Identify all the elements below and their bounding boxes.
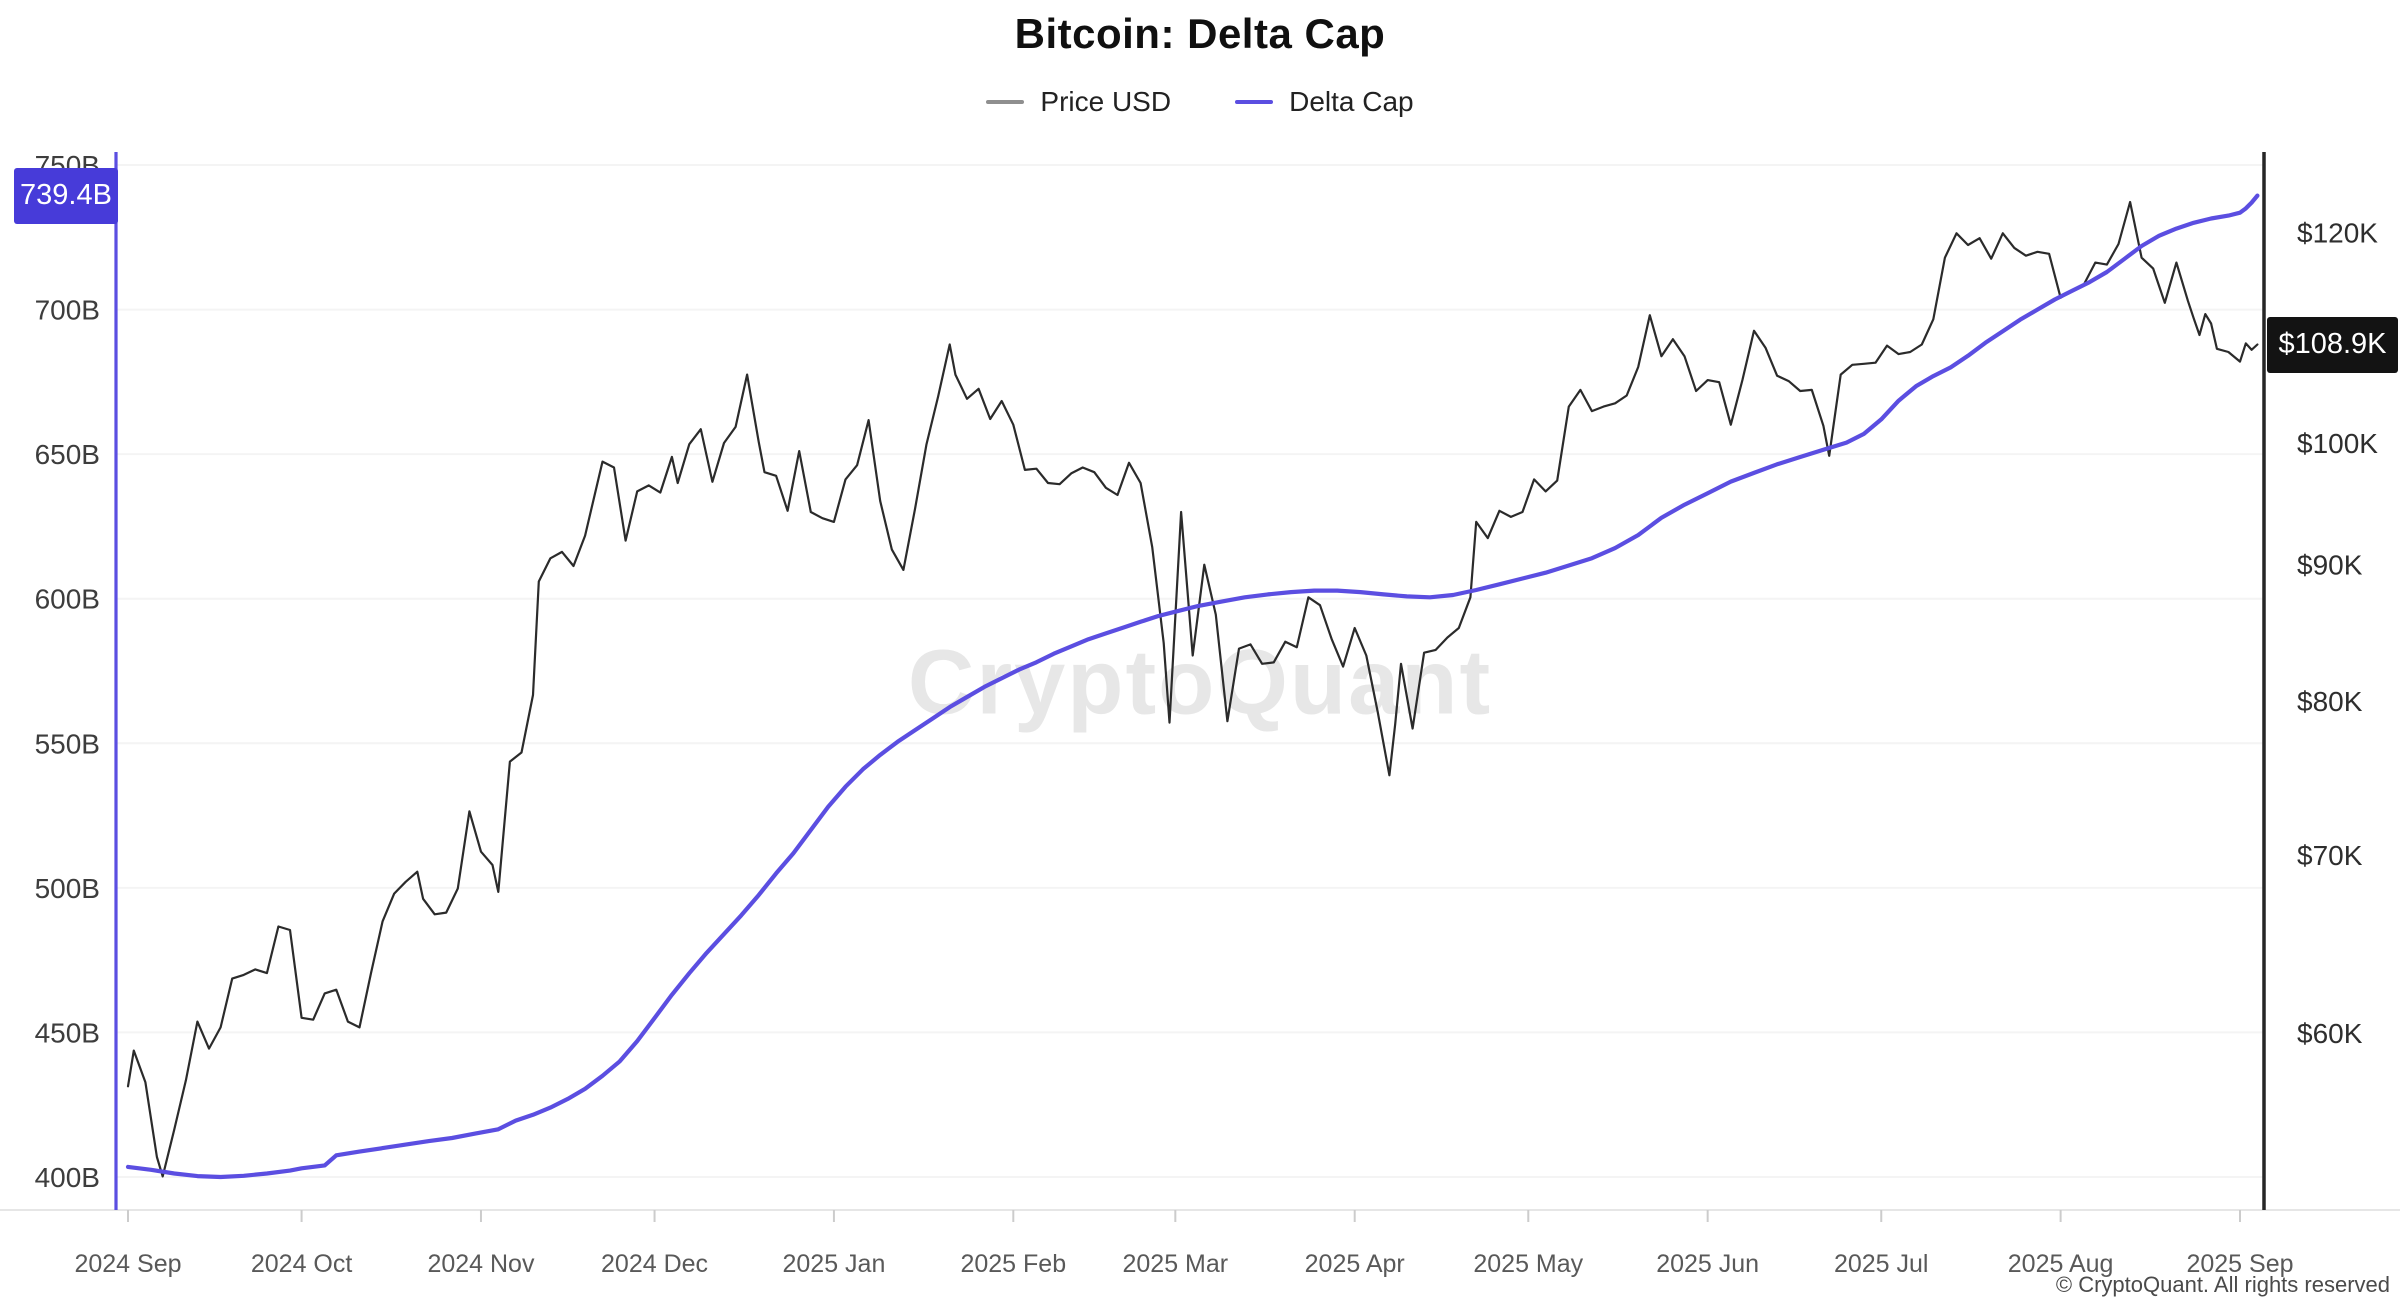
legend-item-delta-cap[interactable]: Delta Cap — [1235, 86, 1414, 118]
y-left-tick-label: 650B — [35, 439, 100, 470]
y-right-tick-label: $80K — [2297, 686, 2363, 717]
legend-label-price: Price USD — [1040, 86, 1172, 117]
x-axis-month-label: 2025 Apr — [1305, 1250, 1405, 1278]
gridlines — [0, 164, 2400, 1211]
x-axis-month-label: 2024 Dec — [601, 1250, 708, 1278]
page-title: Bitcoin: Delta Cap — [1014, 10, 1386, 57]
x-axis-month-label: 2025 Mar — [1123, 1250, 1229, 1278]
chart-legend: Price USD Delta Cap — [0, 86, 2400, 118]
y-left-tick-label: 700B — [35, 295, 100, 326]
x-axis-month-label: 2025 Aug — [2008, 1250, 2114, 1278]
price-legend-dash-icon — [986, 100, 1025, 104]
price-line — [126, 200, 2259, 1178]
y-right-tick-label: $100K — [2297, 428, 2378, 459]
x-axis-month-label: 2025 Jan — [782, 1250, 885, 1278]
x-axis-month-label: 2025 Jul — [1834, 1250, 1929, 1278]
copyright-notice: © CryptoQuant. All rights reserved — [2055, 1272, 2390, 1297]
legend-item-price[interactable]: Price USD — [986, 86, 1171, 118]
delta-cap-line — [125, 193, 2260, 1180]
y-right-tick-label: $60K — [2297, 1018, 2363, 1049]
x-axis-month-label: 2024 Sep — [74, 1250, 181, 1278]
delta-cap-value-badge: 739.4B — [14, 167, 118, 224]
x-axis-month-label: 2025 May — [1473, 1250, 1583, 1278]
x-axis-month-label: 2024 Oct — [251, 1250, 353, 1278]
y-left-tick-label: 450B — [35, 1017, 100, 1048]
x-axis-month-label: 2024 Nov — [427, 1250, 535, 1278]
x-axis-month-label: 2025 Sep — [2186, 1250, 2293, 1278]
delta-cap-legend-dash-icon — [1235, 100, 1274, 104]
y-right-tick-label: $70K — [2297, 840, 2363, 871]
y-right-tick-label: $120K — [2297, 217, 2378, 248]
legend-label-delta-cap: Delta Cap — [1289, 86, 1414, 117]
y-left-tick-label: 600B — [35, 584, 100, 615]
x-axis-month-label: 2025 Feb — [960, 1250, 1066, 1278]
x-axis-month-label: 2025 Jun — [1656, 1250, 1759, 1278]
y-left-tick-label: 400B — [35, 1162, 100, 1193]
x-axis-ticks — [127, 1210, 2241, 1222]
price-value-badge: $108.9K — [2267, 316, 2398, 373]
y-right-tick-label: $90K — [2297, 550, 2363, 581]
y-left-tick-label: 500B — [35, 873, 100, 904]
y-left-tick-label: 550B — [35, 728, 100, 759]
